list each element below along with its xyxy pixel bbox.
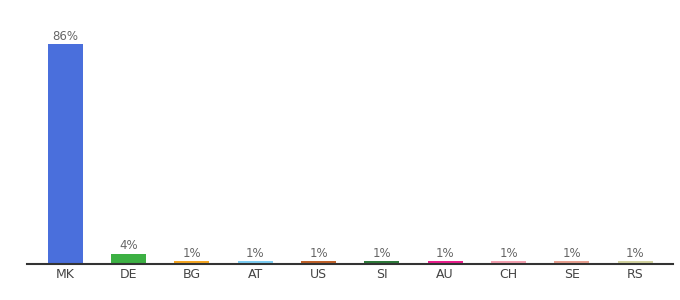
Bar — [48, 44, 82, 264]
Text: 4%: 4% — [119, 239, 138, 253]
Bar — [175, 261, 209, 264]
Text: 1%: 1% — [309, 247, 328, 260]
Text: 1%: 1% — [499, 247, 518, 260]
Text: 1%: 1% — [562, 247, 581, 260]
Bar — [364, 261, 399, 264]
Text: 1%: 1% — [182, 247, 201, 260]
Text: 1%: 1% — [436, 247, 454, 260]
Text: 1%: 1% — [246, 247, 265, 260]
Bar — [618, 261, 653, 264]
Text: 1%: 1% — [373, 247, 391, 260]
Bar — [428, 261, 462, 264]
Bar — [554, 261, 590, 264]
Bar — [238, 261, 273, 264]
Bar — [111, 254, 146, 264]
Bar — [301, 261, 336, 264]
Text: 86%: 86% — [52, 30, 78, 43]
Bar — [491, 261, 526, 264]
Text: 1%: 1% — [626, 247, 645, 260]
